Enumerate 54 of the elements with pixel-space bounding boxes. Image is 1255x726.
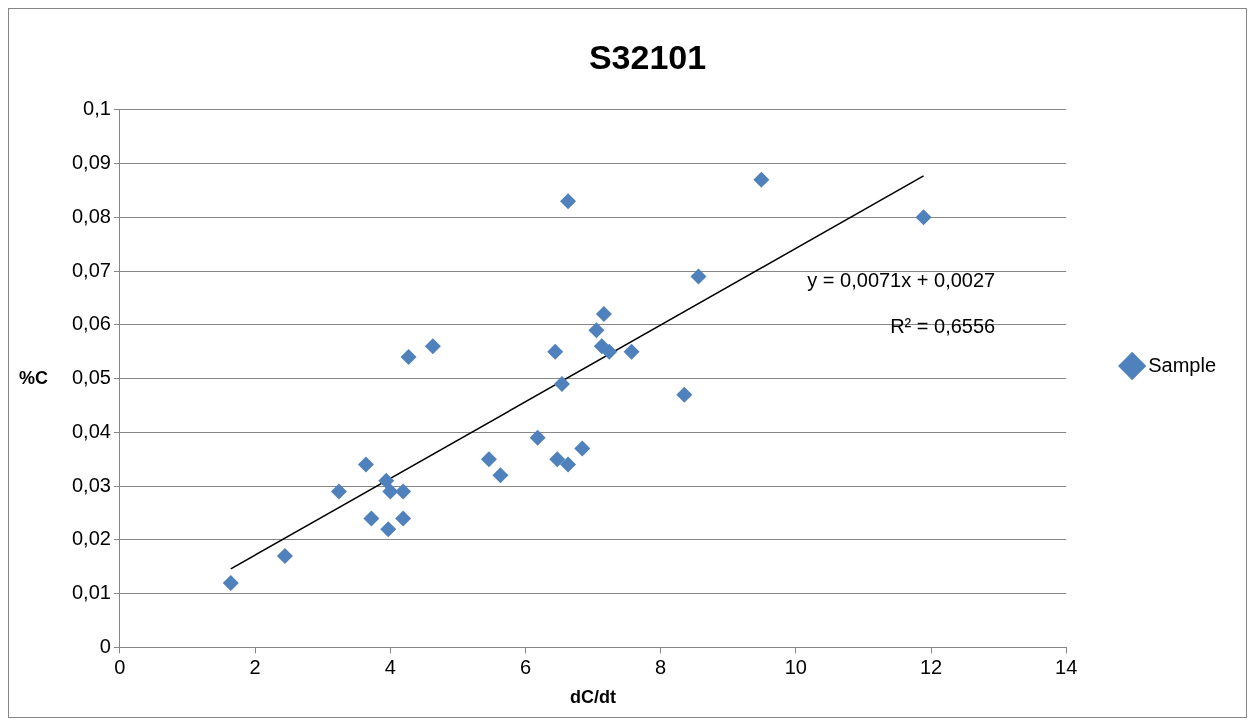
x-tick-label: 0 [114,655,126,678]
x-tick-label: 2 [249,655,261,678]
y-axis-title: %C [19,367,49,388]
point [357,456,374,473]
y-tick-label: 0,03 [71,473,111,496]
point [529,429,546,446]
x-axis-title: dC/dt [570,687,617,708]
point [424,338,441,355]
point [547,343,564,360]
y-tick-label: 0,01 [71,581,111,604]
point [623,343,640,360]
point [480,451,497,468]
point [382,483,399,500]
legend-label: Sample [1148,353,1216,376]
y-tick-label: 0,07 [71,258,111,281]
x-tick-label: 8 [655,655,667,678]
x-tick-label: 4 [384,655,396,678]
annotation: R² = 0,6556 [890,315,996,338]
y-tick-label: 0,06 [71,312,111,335]
point [588,322,605,339]
point [380,521,397,538]
point [753,171,770,188]
point [492,467,509,484]
y-tick-label: 0,1 [83,97,111,120]
point [222,574,239,591]
chart-title: S32101 [588,37,707,76]
point [690,268,707,285]
point [549,451,566,468]
y-tick-label: 0,04 [71,419,111,442]
point [378,472,395,489]
point [560,193,577,210]
point [553,375,570,392]
point [595,306,612,323]
point [915,209,932,226]
point [601,343,618,360]
x-tick-label: 6 [519,655,532,678]
y-tick-label: 0,09 [71,151,111,174]
point [363,510,380,527]
y-tick-label: 0 [99,634,111,657]
x-tick-label: 12 [919,655,943,678]
annotation: y = 0,0071x + 0,0027 [807,269,996,292]
point [395,483,412,500]
x-tick-label: 10 [784,655,807,678]
y-tick-label: 0,08 [71,204,111,227]
y-tick-label: 0,02 [71,527,111,550]
point [395,510,412,527]
x-tick-label: 14 [1055,655,1078,678]
point [676,386,693,403]
point [330,483,347,500]
y-tick-label: 0,05 [71,366,111,389]
point [400,349,417,366]
point [574,440,591,457]
point [560,456,577,473]
point [276,548,293,565]
